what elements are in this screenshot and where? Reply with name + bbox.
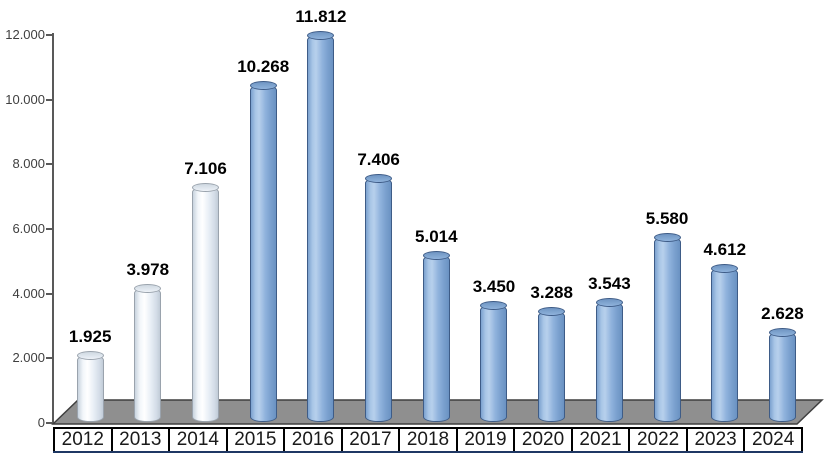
bar-body xyxy=(249,85,277,422)
x-axis-label-2014: 2014 xyxy=(170,429,228,451)
bar-value-label-2023: 4.612 xyxy=(703,239,747,259)
bar-body xyxy=(768,332,796,422)
bar-body xyxy=(538,310,566,422)
x-axis-label-2015: 2015 xyxy=(228,429,286,451)
y-axis-tick xyxy=(46,163,53,166)
bar-value-label-2024: 2.628 xyxy=(761,304,804,324)
bar-2016 xyxy=(307,31,335,422)
bar-top-cap xyxy=(768,328,796,338)
bar-value-label-2012: 1.925 xyxy=(68,326,112,346)
x-axis-label-2012: 2012 xyxy=(53,429,113,451)
bar-body xyxy=(134,288,162,422)
y-axis-tick-label: 0 xyxy=(37,415,45,430)
bar-top-cap xyxy=(307,31,335,41)
y-axis-tick xyxy=(46,422,53,424)
x-axis-label-2020: 2020 xyxy=(515,429,573,451)
bar-body xyxy=(595,302,623,422)
bar-top-cap xyxy=(365,173,393,183)
bar-2019 xyxy=(480,301,508,422)
bar-body xyxy=(192,187,220,422)
bar-top-cap xyxy=(422,250,450,260)
bar-value-label-2018: 5.014 xyxy=(415,226,458,246)
bar-2017 xyxy=(365,173,393,422)
x-axis-label-2022: 2022 xyxy=(630,429,688,451)
bar-body xyxy=(422,254,450,422)
bar-value-label-2017: 7.406 xyxy=(357,149,400,169)
y-axis-tick xyxy=(46,292,53,295)
bar-top-cap xyxy=(711,263,739,273)
bar-body xyxy=(76,354,104,422)
y-axis-tick xyxy=(46,34,53,36)
x-axis-label-2023: 2023 xyxy=(688,429,746,451)
bar-body xyxy=(365,177,393,422)
bar-top-cap xyxy=(134,284,162,294)
bar-top-cap xyxy=(595,298,623,308)
bar-body xyxy=(480,305,508,422)
bar-2020 xyxy=(538,306,566,422)
y-axis-line xyxy=(52,33,54,424)
bar-value-label-2020: 3.288 xyxy=(530,282,573,302)
bar-top-cap xyxy=(249,81,277,90)
x-axis-label-2013: 2013 xyxy=(113,429,171,451)
bar-value-label-2022: 5.580 xyxy=(645,208,689,228)
y-axis-tick-label: 4.000 xyxy=(12,285,45,301)
bar-2014 xyxy=(192,183,220,422)
bar-value-label-2015: 10.268 xyxy=(237,57,290,76)
bar-2018 xyxy=(422,250,450,422)
y-axis-tick-label: 8.000 xyxy=(12,156,45,172)
bar-top-cap xyxy=(192,183,220,193)
bar-2023 xyxy=(711,263,739,422)
bar-value-label-2014: 7.106 xyxy=(184,159,227,179)
bar-2022 xyxy=(653,232,681,422)
bar-top-cap xyxy=(653,232,681,242)
x-axis-label-2017: 2017 xyxy=(343,429,401,451)
y-axis-tick xyxy=(46,98,53,101)
x-axis-label-2024: 2024 xyxy=(745,429,803,451)
bar-body xyxy=(653,236,681,422)
x-axis-label-2019: 2019 xyxy=(458,429,516,451)
bar-top-cap xyxy=(538,306,566,316)
bar-2024 xyxy=(768,328,796,422)
bar-body xyxy=(307,35,335,422)
x-axis-label-2016: 2016 xyxy=(285,429,343,451)
x-axis-label-2018: 2018 xyxy=(400,429,458,451)
y-axis-tick xyxy=(46,357,53,360)
bar-value-label-2016: 11.812 xyxy=(295,7,347,27)
y-axis-tick xyxy=(46,228,53,230)
bar-2012 xyxy=(76,350,104,422)
y-axis-tick-label: 2.000 xyxy=(12,350,45,366)
y-axis-tick-label: 10.000 xyxy=(5,91,45,107)
bar-2021 xyxy=(595,298,623,422)
y-axis-tick-label: 12.000 xyxy=(5,27,45,42)
x-axis-label-2021: 2021 xyxy=(573,429,631,451)
bar-top-cap xyxy=(76,350,104,360)
bar-value-label-2013: 3.978 xyxy=(126,260,170,280)
bar-2015 xyxy=(249,81,277,422)
bar-body xyxy=(711,267,739,422)
x-axis-labels-row: 2012 2013 2014 2015 2016 2017 2018 2019 2020 2021… xyxy=(53,427,803,453)
bar-value-label-2021: 3.543 xyxy=(588,274,631,294)
y-axis-tick-label: 6.000 xyxy=(12,221,45,236)
bar-value-label-2019: 3.450 xyxy=(472,277,516,297)
bar-2013 xyxy=(134,284,162,422)
